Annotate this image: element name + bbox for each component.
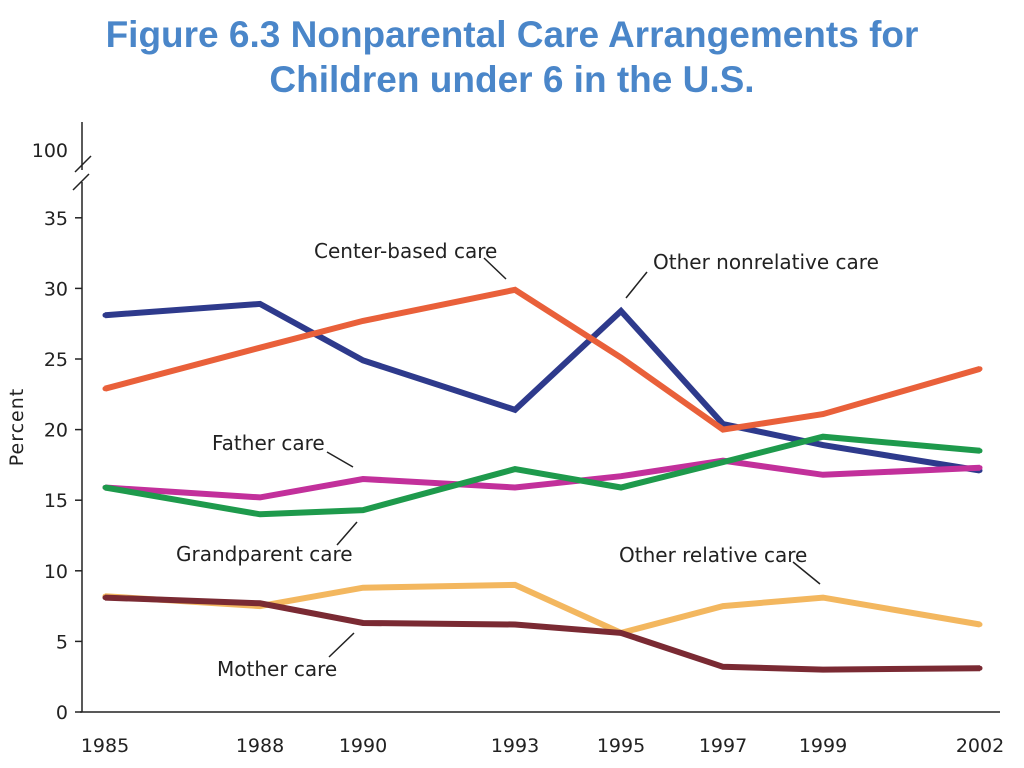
y-tick-label: 25 [44,349,68,371]
y-tick-label: 20 [44,420,68,442]
data-point-mother-care [102,595,108,601]
data-point-center-based-care [820,411,826,417]
label-leader-line [483,257,507,280]
data-point-mother-care [618,630,624,636]
label-leader-line [328,632,355,658]
series-line-other-relative-care [104,581,981,637]
series-line-grandparent-care [104,433,981,518]
data-point-father-care [512,485,518,490]
y-tick-label: 15 [44,490,68,512]
data-point-grandparent-care [720,459,726,465]
x-tick-label: 1985 [81,735,129,757]
data-point-father-care [360,476,366,482]
data-point-mother-care [720,664,726,670]
series-line-father-care [104,457,981,501]
title-line-2: Children under 6 in the U.S. [269,59,755,100]
label-leader-line [326,451,354,468]
title-line-1: Figure 6.3 Nonparental Care Arrangements… [105,14,919,55]
data-point-other-nonrelative-care [618,308,624,314]
y-tick-label: 30 [44,278,68,300]
data-point-mother-care [360,620,366,626]
data-point-grandparent-care [102,485,108,490]
axis-break-mark [74,155,92,173]
series-label-father-care: Father care [212,431,325,455]
data-point-grandparent-care [820,434,826,440]
data-point-father-care [820,472,826,478]
data-point-father-care [257,494,263,500]
data-point-center-based-care [360,318,366,324]
data-point-father-care [618,473,624,479]
y-tick-label: 5 [56,631,68,653]
data-point-grandparent-care [512,466,518,472]
x-tick-label: 1993 [491,735,539,757]
data-point-other-relative-care [977,622,983,627]
data-point-mother-care [820,667,826,673]
label-leader-line [336,521,358,546]
series-label-center-based-care: Center-based care [314,239,497,263]
data-point-other-nonrelative-care [820,442,826,448]
label-leader-line [625,271,648,299]
y-tick-label: 35 [44,208,68,230]
series-label-other-nonrelative-care: Other nonrelative care [653,250,879,274]
data-point-father-care [977,465,983,471]
x-tick-label: 1999 [799,735,847,757]
chart-title: Figure 6.3 Nonparental Care Arrangements… [0,12,1024,102]
series-label-other-relative-care: Other relative care [619,543,807,567]
x-tick-label: 1988 [236,735,284,757]
x-tick-label: 1995 [597,735,645,757]
y-tick-label: 100 [32,140,68,162]
x-tick-label: 1997 [699,735,747,757]
data-point-mother-care [512,622,518,627]
data-point-other-nonrelative-care [512,407,518,413]
label-leader-line [792,561,821,585]
data-point-mother-care [977,665,983,671]
data-point-other-relative-care [512,582,518,588]
x-tick-label: 1990 [339,735,387,757]
data-point-center-based-care [977,366,983,372]
data-point-other-nonrelative-care [257,301,263,307]
data-point-center-based-care [720,427,726,433]
data-point-center-based-care [257,345,263,351]
series-line-mother-care [104,594,981,673]
data-point-mother-care [257,600,263,606]
axis-break-mark [72,173,90,191]
data-point-grandparent-care [257,511,263,517]
data-point-other-relative-care [820,595,826,601]
data-point-other-nonrelative-care [102,312,108,318]
data-point-other-relative-care [720,603,726,609]
data-point-center-based-care [102,386,108,392]
data-point-grandparent-care [360,507,366,513]
data-point-center-based-care [618,355,624,361]
x-tick-label: 2002 [956,735,1004,757]
data-point-grandparent-care [977,448,983,454]
y-tick-label: 0 [56,702,68,724]
y-axis-label: Percent [6,388,28,467]
data-point-grandparent-care [618,485,624,490]
data-point-other-relative-care [360,585,366,591]
series-label-mother-care: Mother care [217,657,337,681]
data-point-center-based-care [512,287,518,293]
data-point-other-nonrelative-care [360,357,366,363]
y-tick-label: 10 [44,561,68,583]
series-line-center-based-care [104,286,981,433]
series-label-grandparent-care: Grandparent care [176,542,353,566]
